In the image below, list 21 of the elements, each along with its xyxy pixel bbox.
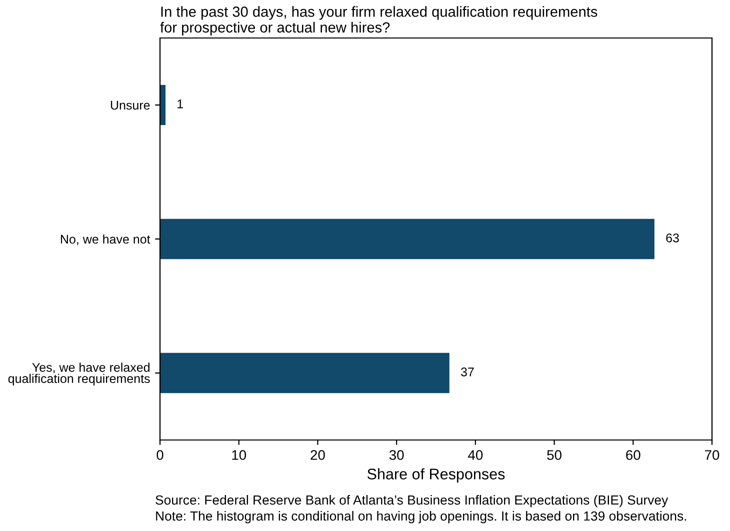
y-tick-label: No, we have not bbox=[60, 234, 150, 246]
x-axis-title: Share of Responses bbox=[367, 468, 505, 482]
bar bbox=[160, 352, 450, 394]
x-tick-label: 0 bbox=[156, 450, 164, 460]
chart-title: In the past 30 days, has your firm relaxed qualification requirements for prospective or actual new hires? bbox=[160, 6, 598, 36]
bar bbox=[160, 218, 654, 260]
data-label: 1 bbox=[178, 100, 183, 108]
source-note: Source: Federal Reserve Bank of Atlanta’s Business Inflation Expectations (BIE) Survey bbox=[156, 495, 668, 508]
y-tick-label: Yes, we have relaxed qualification requirements bbox=[8, 362, 150, 386]
data-label: 37 bbox=[460, 368, 474, 376]
x-tick-label: 10 bbox=[232, 450, 246, 460]
bar bbox=[160, 84, 166, 126]
x-tick-label: 60 bbox=[626, 450, 640, 460]
text: Note: The histogram is conditional on having job openings. It is based on 139 observations. bbox=[156, 511, 686, 524]
data-label: 63 bbox=[666, 234, 679, 242]
x-tick-label: 70 bbox=[704, 450, 720, 460]
y-tick-label: Unsure bbox=[110, 100, 150, 110]
x-tick-label: 30 bbox=[389, 450, 404, 460]
x-tick-label: 50 bbox=[547, 450, 562, 460]
x-tick-label: 40 bbox=[468, 450, 483, 460]
x-tick-label: 20 bbox=[310, 450, 325, 460]
